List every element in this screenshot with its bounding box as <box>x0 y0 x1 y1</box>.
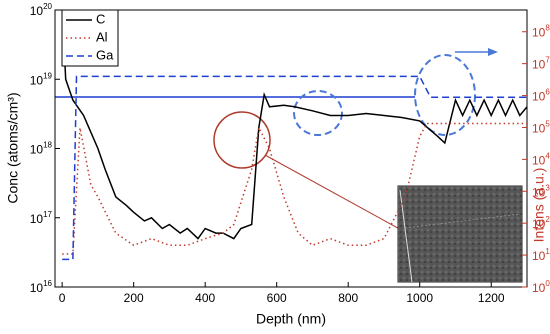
y2-tick-label: 104 <box>532 151 550 167</box>
y2-tick-label-base: 10 <box>532 154 546 168</box>
y-tick-label: 1016 <box>30 279 53 295</box>
x-tick-label: 1000 <box>406 291 433 305</box>
y2-tick-label-base: 10 <box>532 26 546 40</box>
legend-label: C <box>96 11 105 26</box>
y2-tick-label-exponent: 6 <box>545 88 550 97</box>
y2-tick-label-base: 10 <box>532 185 546 199</box>
x-tick-label: 1200 <box>478 291 505 305</box>
y2-tick-label-exponent: 4 <box>545 151 550 160</box>
pointer-line <box>264 154 406 233</box>
y2-tick-label-base: 10 <box>532 90 546 104</box>
y2-tick-label-exponent: 2 <box>545 215 550 224</box>
highlight-ellipse <box>414 54 476 136</box>
y2-tick-label-exponent: 1 <box>545 247 550 256</box>
y2-tick-label: 103 <box>532 183 550 199</box>
legend-label: Ga <box>96 47 114 62</box>
x-tick-label: 0 <box>59 291 66 305</box>
y2-tick-label-exponent: 5 <box>545 120 550 129</box>
legend-label: Al <box>96 29 108 44</box>
y2-axis-label: Intens (a.u.) <box>531 168 547 243</box>
y2-tick-label-exponent: 8 <box>545 24 550 33</box>
y-tick-label-base: 10 <box>30 281 44 295</box>
y-axis-label: Conc (atoms/cm³) <box>5 92 21 203</box>
y2-tick-label: 108 <box>532 24 550 40</box>
y2-tick-label-base: 10 <box>532 122 546 136</box>
y-tick-label: 1017 <box>30 210 53 226</box>
x-tick-label: 400 <box>195 291 215 305</box>
y-tick-label-base: 10 <box>30 73 44 87</box>
x-axis-label: Depth (nm) <box>256 311 326 327</box>
y-tick-label-base: 10 <box>30 212 44 226</box>
y2-tick-label: 106 <box>532 88 550 104</box>
y2-tick-label-exponent: 7 <box>545 56 550 65</box>
y-tick-label-exponent: 20 <box>43 2 52 11</box>
series-line <box>62 75 527 261</box>
series-line <box>61 10 527 240</box>
y2-tick-label-base: 10 <box>532 249 546 263</box>
y2-tick-label-base: 10 <box>532 281 546 295</box>
highlight-ellipse <box>293 90 343 136</box>
y-tick-label-base: 10 <box>30 143 44 157</box>
x-tick-label: 800 <box>338 291 358 305</box>
y-tick-label-exponent: 16 <box>43 279 52 288</box>
inset-image <box>397 185 523 283</box>
y-tick-label-base: 10 <box>30 4 44 18</box>
y2-tick-label: 101 <box>532 247 550 263</box>
y-tick-label: 1018 <box>30 141 53 157</box>
y-tick-label: 1019 <box>30 71 53 87</box>
highlight-circle <box>213 111 271 169</box>
y2-tick-label-base: 10 <box>532 58 546 72</box>
y2-tick-label: 107 <box>532 56 550 72</box>
y2-tick-label: 105 <box>532 120 550 136</box>
arrow-head <box>488 48 498 56</box>
y2-tick-label: 102 <box>532 215 550 231</box>
x-tick-label: 200 <box>124 291 144 305</box>
y2-tick-label-base: 10 <box>532 217 546 231</box>
y-tick-label-exponent: 17 <box>43 210 52 219</box>
y2-tick-label: 100 <box>532 279 550 295</box>
y-tick-label-exponent: 18 <box>43 141 52 150</box>
y2-tick-label-exponent: 0 <box>545 279 550 288</box>
x-tick-label: 600 <box>267 291 287 305</box>
y-tick-label: 1020 <box>30 2 53 18</box>
y-tick-label-exponent: 19 <box>43 71 52 80</box>
y2-tick-label-exponent: 3 <box>545 183 550 192</box>
